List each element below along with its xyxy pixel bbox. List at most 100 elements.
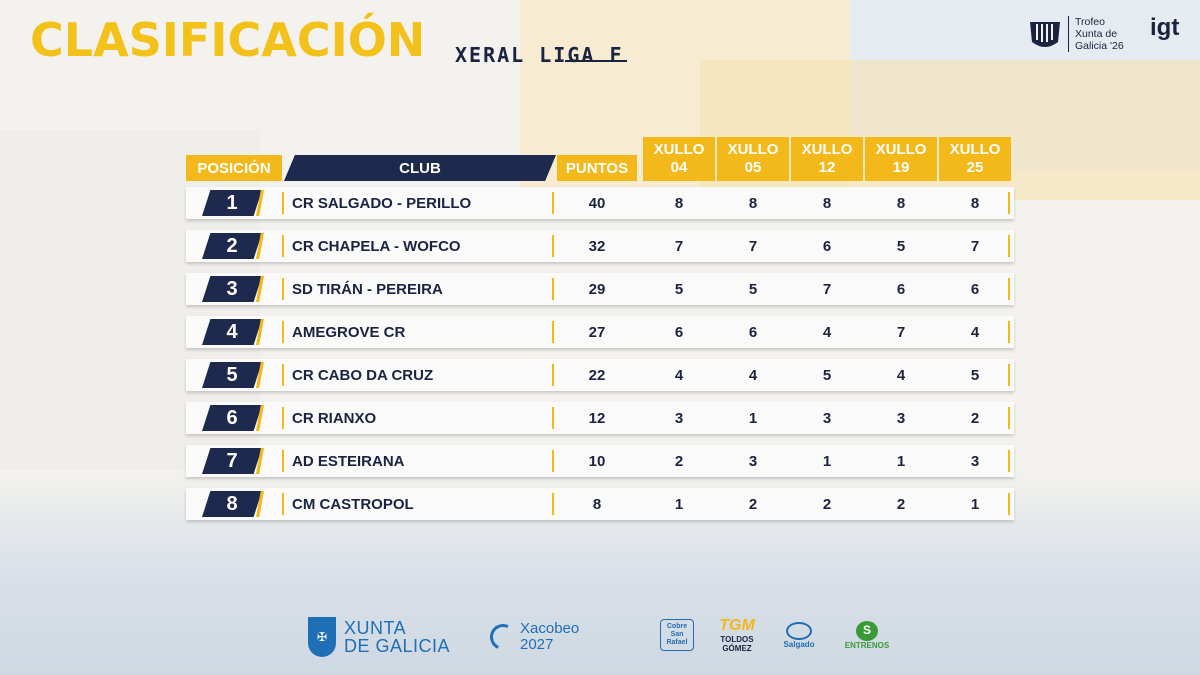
row-separator	[552, 493, 554, 515]
sponsor-salgado-logo: Salgado	[774, 615, 824, 655]
row-separator	[552, 407, 554, 429]
club-name: SD TIRÁN - PEREIRA	[292, 280, 443, 298]
position-accent	[256, 448, 264, 474]
day-score-cell: 1	[970, 495, 980, 513]
row-separator	[552, 192, 554, 214]
points-cell: 12	[588, 409, 606, 427]
header-day-month: XULLO	[653, 141, 705, 158]
position-accent	[256, 319, 264, 345]
club-name: CR SALGADO - PERILLO	[292, 194, 472, 212]
table-row: 3 SD TIRÁN - PEREIRA 29 5 5 7 6 6	[186, 273, 1014, 305]
row-separator	[1008, 493, 1010, 515]
day-score-cell: 7	[822, 280, 832, 298]
xacobeo-label: Xacobeo 2027	[520, 620, 580, 653]
row-separator	[552, 450, 554, 472]
row-separator	[1008, 407, 1010, 429]
day-score-cell: 4	[822, 323, 832, 341]
day-score-cell: 2	[896, 495, 906, 513]
position-badge: 3	[202, 276, 262, 302]
club-name: AD ESTEIRANA	[292, 452, 405, 470]
day-score-cell: 5	[970, 366, 980, 384]
header-day-3: XULLO 12	[791, 137, 863, 181]
day-score-cell: 5	[896, 237, 906, 255]
day-score-cell: 8	[970, 194, 980, 212]
row-separator	[1008, 364, 1010, 386]
points-cell: 27	[588, 323, 606, 341]
row-separator	[282, 407, 284, 429]
xacobeo-shell-icon	[486, 620, 520, 654]
position-badge: 8	[202, 491, 262, 517]
day-score-cell: 4	[896, 366, 906, 384]
day-score-cell: 1	[896, 452, 906, 470]
points-cell: 32	[588, 237, 606, 255]
day-score-cell: 3	[822, 409, 832, 427]
day-score-cell: 8	[896, 194, 906, 212]
points-cell: 8	[592, 495, 602, 513]
day-score-cell: 7	[674, 237, 684, 255]
club-name: CR RIANXO	[292, 409, 377, 427]
row-separator	[1008, 450, 1010, 472]
header-day-number: 04	[670, 159, 688, 176]
header-points: PUNTOS	[557, 155, 637, 181]
day-score-cell: 6	[674, 323, 684, 341]
points-cell: 29	[588, 280, 606, 298]
club-name: CM CASTROPOL	[292, 495, 414, 513]
row-separator	[282, 364, 284, 386]
sponsor-san-rafael-logo: Cobre San Rafael	[652, 615, 702, 655]
day-score-cell: 5	[822, 366, 832, 384]
day-score-cell: 7	[970, 237, 980, 255]
club-name: CR CHAPELA - WOFCO	[292, 237, 461, 255]
trophy-crest-icon	[1030, 22, 1060, 47]
table-row: 2 CR CHAPELA - WOFCO 32 7 7 6 5 7	[186, 230, 1014, 262]
day-score-cell: 8	[748, 194, 758, 212]
sponsor-toldos-gomez-logo: TGM TOLDOS GÓMEZ	[712, 615, 762, 655]
day-score-cell: 3	[748, 452, 758, 470]
header-position: POSICIÓN	[186, 155, 282, 181]
table-row: 7 AD ESTEIRANA 10 2 3 1 1 3	[186, 445, 1014, 477]
day-score-cell: 2	[970, 409, 980, 427]
header-day-2: XULLO 05	[717, 137, 789, 181]
day-score-cell: 4	[674, 366, 684, 384]
table-row: 5 CR CABO DA CRUZ 22 4 4 5 4 5	[186, 359, 1014, 391]
row-separator	[282, 235, 284, 257]
xunta-shield-icon: ✠	[308, 617, 336, 657]
day-score-cell: 1	[822, 452, 832, 470]
sponsor-entrenos-logo: S ENTRENOS	[842, 615, 892, 655]
club-name: CR CABO DA CRUZ	[292, 366, 434, 384]
position-badge: 6	[202, 405, 262, 431]
row-separator	[552, 278, 554, 300]
san-rafael-box: Cobre San Rafael	[660, 619, 694, 651]
day-score-cell: 7	[896, 323, 906, 341]
position-badge: 5	[202, 362, 262, 388]
row-separator	[282, 493, 284, 515]
table-row: 6 CR RIANXO 12 3 1 3 3 2	[186, 402, 1014, 434]
day-score-cell: 3	[674, 409, 684, 427]
position-badge: 1	[202, 190, 262, 216]
position-accent	[256, 190, 264, 216]
row-separator	[1008, 192, 1010, 214]
position-accent	[256, 233, 264, 259]
day-score-cell: 2	[674, 452, 684, 470]
day-score-cell: 6	[822, 237, 832, 255]
header-day-number: 12	[818, 159, 836, 176]
day-score-cell: 2	[822, 495, 832, 513]
row-separator	[1008, 321, 1010, 343]
position-accent	[256, 362, 264, 388]
position-badge: 7	[202, 448, 262, 474]
salgado-wave-icon	[786, 621, 812, 640]
day-score-cell: 6	[748, 323, 758, 341]
header-day-month: XULLO	[949, 141, 1001, 158]
day-score-cell: 5	[674, 280, 684, 298]
igt-logo: igt	[1150, 14, 1180, 41]
position-badge: 4	[202, 319, 262, 345]
day-score-cell: 1	[674, 495, 684, 513]
table-row: 1 CR SALGADO - PERILLO 40 8 8 8 8 8	[186, 187, 1014, 219]
points-cell: 10	[588, 452, 606, 470]
row-separator	[282, 278, 284, 300]
header-day-number: 05	[744, 159, 762, 176]
salgado-label: Salgado	[783, 639, 815, 649]
row-separator	[552, 321, 554, 343]
row-separator	[282, 192, 284, 214]
page-title: CLASIFICACIÓN	[30, 13, 426, 67]
day-score-cell: 4	[748, 366, 758, 384]
